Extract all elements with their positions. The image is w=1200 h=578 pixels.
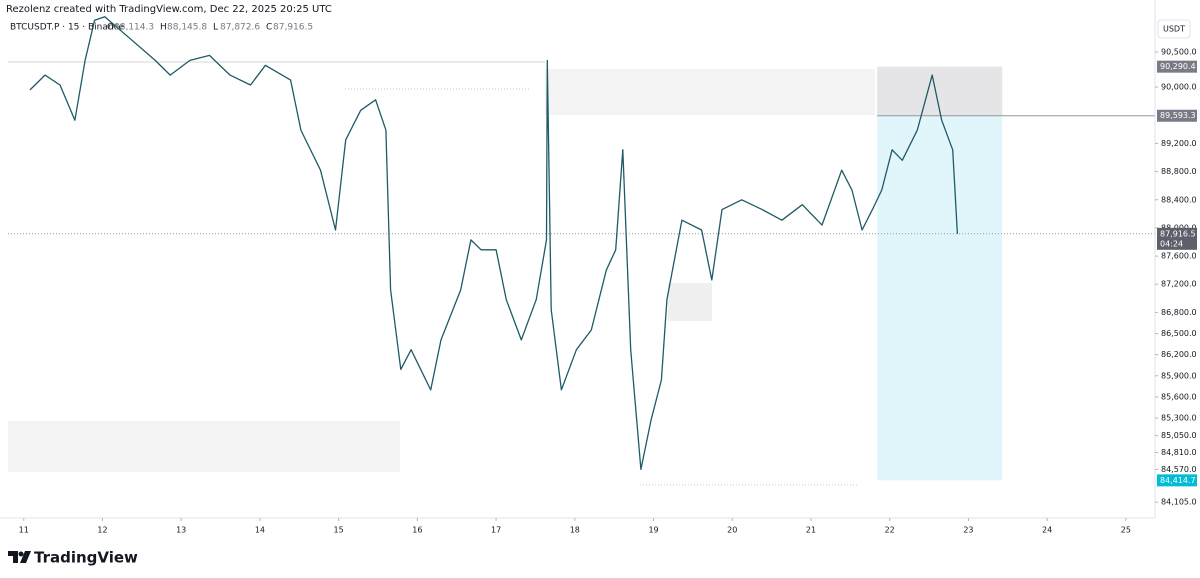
ohlc-value: 88,145.8 <box>167 23 207 33</box>
y-tick-label: 86,200.0 <box>1161 350 1197 359</box>
y-tick-label: 84,105.0 <box>1161 498 1197 507</box>
countdown: 04:24 <box>1160 239 1183 248</box>
ohlc-key: O <box>107 23 114 33</box>
y-tick-label: 87,600.0 <box>1161 252 1197 261</box>
last-price-label: 87,916.5 <box>1160 229 1196 238</box>
y-tick-label: 88,800.0 <box>1161 167 1197 176</box>
x-tick-label: 14 <box>255 526 265 535</box>
ohlc-value: 87,916.5 <box>273 23 313 33</box>
y-tick-label: 90,000.0 <box>1161 83 1197 92</box>
x-tick-label: 11 <box>19 526 29 535</box>
x-tick-label: 17 <box>491 526 501 535</box>
ohlc-key: C <box>266 23 272 33</box>
ohlc: O 88,114.3 H 88,145.8 L 87,872.6 C 87,916.5 <box>107 23 313 33</box>
price-label: 89,593.3 <box>1160 111 1196 120</box>
currency-box[interactable] <box>1157 19 1191 39</box>
y-tick-label: 88,400.0 <box>1161 195 1197 204</box>
zone <box>668 283 712 321</box>
y-tick-label: 84,570.0 <box>1161 465 1197 474</box>
y-tick-label: 85,050.0 <box>1161 431 1197 440</box>
symbol: BTCUSDT.P · 15 · Binance <box>10 23 125 33</box>
logo <box>8 551 31 563</box>
price-label: 84,414.7 <box>1160 476 1196 485</box>
x-tick-label: 18 <box>570 526 580 535</box>
price-label-box <box>1157 109 1197 122</box>
y-tick-label: 85,300.0 <box>1161 414 1197 423</box>
target-zone <box>877 115 1003 481</box>
x-tick-label: 24 <box>1042 526 1052 535</box>
last-price-box <box>1157 227 1197 250</box>
x-tick-label: 20 <box>727 526 737 535</box>
plot-area <box>8 16 1155 481</box>
y-tick-label: 85,900.0 <box>1161 371 1197 380</box>
zone <box>545 69 875 115</box>
credit: Rezolenz created with TradingView.com, D… <box>6 4 332 15</box>
x-tick-label: 25 <box>1121 526 1131 535</box>
zone <box>8 421 400 472</box>
y-tick-label: 89,200.0 <box>1161 139 1197 148</box>
ohlc-value: 87,872.6 <box>220 23 260 33</box>
x-tick-label: 22 <box>885 526 895 535</box>
price-label-box <box>1157 474 1197 487</box>
currency[interactable]: USDT <box>1163 25 1185 34</box>
y-tick-label: 90,500.0 <box>1161 47 1197 56</box>
y-tick-label: 84,810.0 <box>1161 448 1197 457</box>
x-tick-label: 21 <box>806 526 816 535</box>
price-line <box>29 16 959 471</box>
ohlc-key: L <box>213 23 218 33</box>
ohlc-value: 88,114.3 <box>114 23 154 33</box>
y-tick-label: 86,800.0 <box>1161 308 1197 317</box>
ohlc-key: H <box>160 23 167 33</box>
x-tick-label: 12 <box>97 526 107 535</box>
price-label-box <box>1157 60 1197 73</box>
y-tick-label: 87,200.0 <box>1161 280 1197 289</box>
y-tick-label: 86,500.0 <box>1161 329 1197 338</box>
x-tick-label: 15 <box>334 526 344 535</box>
y-tick-label: 85,600.0 <box>1161 392 1197 401</box>
price-label: 90,290.4 <box>1160 62 1196 71</box>
x-tick-label: 16 <box>412 526 422 535</box>
x-tick-label: 19 <box>648 526 658 535</box>
x-tick-label: 13 <box>176 526 186 535</box>
x-tick-label: 23 <box>963 526 973 535</box>
brand: TradingView <box>34 549 138 567</box>
